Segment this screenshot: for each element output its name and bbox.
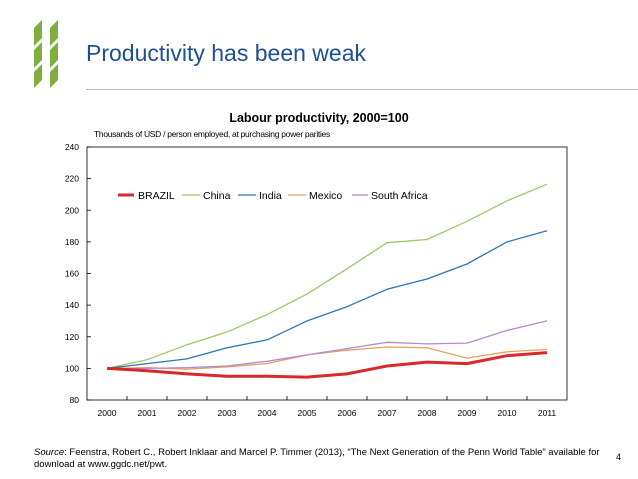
x-tick-label: 2005 [298, 408, 317, 418]
y-tick-label: 200 [65, 205, 79, 215]
x-tick-label: 2006 [338, 408, 357, 418]
y-tick-label: 80 [70, 395, 80, 405]
y-tick-label: 140 [65, 300, 79, 310]
x-tick-label: 2011 [538, 408, 557, 418]
legend-label-india: India [259, 190, 282, 202]
y-tick-label: 160 [65, 269, 79, 279]
x-tick-label: 2000 [98, 408, 117, 418]
line-chart: 80 100 120 140 160 180 200 220 240 2000 2001 2002 20… [0, 0, 638, 479]
x-tick-label: 2007 [378, 408, 397, 418]
x-tick-label: 2010 [498, 408, 517, 418]
legend-label-china: China [203, 190, 231, 202]
y-tick-label: 240 [65, 142, 79, 152]
source-note: Source: Feenstra, Robert C., Robert Inkl… [34, 447, 614, 471]
series-line-india [107, 231, 547, 369]
legend-label-mexico: Mexico [309, 190, 342, 202]
y-tick-label: 180 [65, 237, 79, 247]
series-line-china [107, 184, 547, 368]
x-tick-label: 2004 [258, 408, 277, 418]
source-label: Source [34, 447, 64, 458]
legend-label-south-africa: South Africa [371, 190, 428, 202]
x-tick-label: 2008 [418, 408, 437, 418]
page-number: 4 [616, 452, 621, 462]
source-text: : Feenstra, Robert C., Robert Inklaar an… [34, 447, 600, 470]
legend-label-brazil: BRAZIL [138, 190, 175, 202]
x-tick-label: 2009 [458, 408, 477, 418]
y-tick-label: 120 [65, 332, 79, 342]
y-tick-label: 100 [65, 363, 79, 373]
y-tick-label: 220 [65, 174, 79, 184]
x-tick-label: 2002 [178, 408, 197, 418]
x-tick-label: 2003 [218, 408, 237, 418]
x-tick-label: 2001 [138, 408, 157, 418]
